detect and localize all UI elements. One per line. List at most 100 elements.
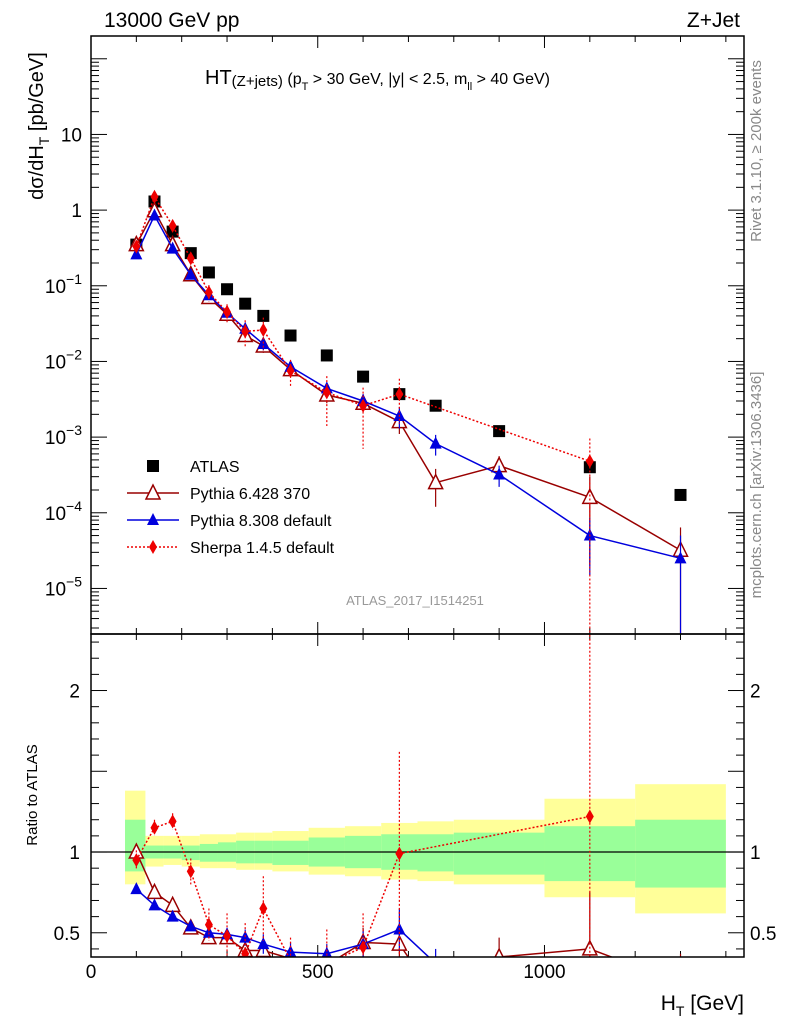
sherpa-1-4-5-default-ratio-point [168, 814, 177, 829]
atlas-point [320, 349, 333, 362]
ratio-tick-label: 1 [69, 843, 80, 864]
pythia-8-308-default-line [135, 213, 681, 560]
pythia-8-308-default-ratio-point [202, 925, 215, 938]
sherpa-1-4-5-default-point [322, 385, 331, 400]
atlas-point [221, 283, 234, 296]
sherpa-1-4-5-default-point [359, 398, 368, 413]
pythia-6-428-370-ratio-point [164, 895, 181, 913]
pythia-6-428-370-ratio-line [135, 851, 614, 957]
sherpa-1-4-5-default-ratio-point [259, 901, 268, 916]
ratio-tick-label-right: 0.5 [750, 924, 776, 945]
ratio-tick-label-right: 1 [750, 843, 761, 864]
ratio-panel-frame [90, 633, 745, 958]
sherpa-1-4-5-default-point [204, 285, 213, 300]
sherpa-1-4-5-default-point [132, 239, 141, 254]
sherpa-1-4-5-default-point [168, 218, 177, 233]
pythia-6-428-370-point [427, 472, 444, 490]
atlas-point [674, 488, 687, 501]
inner-band [417, 834, 454, 872]
pythia-8-308-default-ratio-point [184, 919, 197, 932]
y-tick-label: 10−3 [45, 422, 82, 449]
ratio-tick-label: 0.5 [54, 924, 80, 945]
x-tick-label: 1000 [523, 962, 565, 983]
pythia-6-428-370-ratio-point [146, 882, 163, 900]
pythia-8-308-default-ratio-point [148, 898, 161, 911]
legend-label-pythia-8-308-default: Pythia 8.308 default [190, 513, 332, 530]
pythia-8-308-default-ratio-line [135, 888, 430, 957]
legend-marker-pythia-8-308-default [147, 513, 159, 525]
sherpa-1-4-5-default-ratio-point [585, 809, 594, 824]
sherpa-1-4-5-default-point [241, 324, 250, 339]
pythia-6-428-370-ratio-point [494, 947, 504, 957]
sherpa-1-4-5-default-ratio-point [223, 929, 232, 944]
sherpa-1-4-5-default-point [585, 454, 594, 469]
pythia-8-308-default-ratio-point [257, 937, 270, 950]
atlas-point [284, 329, 297, 342]
ratio-tick-label: 2 [69, 682, 80, 703]
ratio-uncertainty-bands [125, 784, 726, 914]
sherpa-1-4-5-default-ratio-point [241, 946, 250, 957]
pythia-8-308-default-point [148, 208, 161, 221]
sherpa-1-4-5-default-point [150, 189, 159, 204]
sherpa-1-4-5-default-point [223, 305, 232, 320]
y-tick-label: 10−4 [45, 498, 82, 525]
y-tick-label: 1 [71, 201, 82, 222]
process-label: Z+Jet [687, 9, 740, 32]
y-tick-label: 10−5 [45, 573, 82, 600]
rivet-version-label: Rivet 3.1.10, ≥ 200k events [748, 60, 765, 242]
legend-label-pythia-6-428-370: Pythia 6.428 370 [190, 486, 310, 503]
sherpa-1-4-5-default-point [286, 363, 295, 378]
pythia-8-308-default-ratio-point [166, 909, 179, 922]
x-axis-label: HT [GeV] [661, 992, 744, 1019]
sherpa-1-4-5-default-point [259, 323, 268, 338]
inner-band [199, 843, 218, 862]
ratio-y-axis-label: Ratio to ATLAS [24, 744, 41, 845]
pythia-8-308-default-point [674, 551, 687, 564]
collision-label: 13000 GeV pp [104, 9, 239, 32]
legend: ATLAS Pythia 6.428 370 Pythia 8.308 defaul… [127, 459, 335, 557]
pythia-8-308-default-ratio-point [130, 882, 143, 895]
inner-band [635, 819, 726, 888]
pythia-6-428-370-line [135, 209, 681, 551]
legend-marker-pythia-6-428-370 [144, 483, 162, 500]
legend-marker-sherpa-1-4-5-default [149, 540, 157, 554]
plot-title: HT(Z+jets) (pT > 30 GeV, |y| < 2.5, mll … [205, 67, 550, 93]
atlas-point [239, 297, 252, 310]
sherpa-1-4-5-default-point [395, 387, 404, 402]
atlas-point [357, 370, 370, 383]
y-tick-label: 10 [61, 125, 82, 146]
sherpa-1-4-5-default-point [186, 251, 195, 266]
sherpa-1-4-5-default-ratio-point [186, 864, 195, 879]
analysis-id-label: ATLAS_2017_I1514251 [346, 593, 484, 608]
pythia-8-308-default-point [429, 436, 442, 449]
pythia-8-308-default-point [166, 241, 179, 254]
y-axis-label: dσ/dHT [pb/GeV] [26, 52, 52, 200]
pythia-8-308-default-point [493, 467, 506, 480]
legend-label-atlas: ATLAS [190, 459, 240, 476]
mcplots-source-label: mcplots.cern.ch [arXiv:1306.3436] [748, 372, 765, 599]
inner-band [453, 832, 545, 875]
ratio-tick-label-right: 2 [750, 682, 761, 703]
inner-band [544, 826, 636, 882]
legend-marker-atlas [147, 460, 159, 472]
x-tick-label: 0 [86, 962, 97, 983]
y-tick-label: 10−2 [45, 346, 82, 373]
inner-band [181, 845, 200, 861]
sherpa-1-4-5-default-ratio-point [132, 853, 141, 868]
legend-label-sherpa-1-4-5-default: Sherpa 1.4.5 default [190, 540, 335, 557]
pythia-8-308-default-ratio-point [321, 946, 332, 957]
main-panel-marks [128, 189, 689, 634]
main-panel-frame [90, 35, 745, 635]
pythia-8-308-default-point [184, 267, 197, 280]
x-tick-label: 500 [302, 962, 334, 983]
y-tick-label: 10−1 [45, 271, 82, 298]
sherpa-1-4-5-default-ratio-point [359, 940, 368, 955]
axes: 0 500 1000 10−5 10−4 10−3 10−2 10−1 1 10 0.5 0.5 1 1 2… [45, 35, 776, 983]
atlas-point [202, 266, 215, 279]
ratio-panel-marks [128, 634, 682, 957]
inner-band [272, 840, 309, 865]
sherpa-1-4-5-default-ratio-point [395, 846, 404, 861]
sherpa-1-4-5-default-ratio-point [204, 917, 213, 932]
sherpa-1-4-5-default-ratio-point [150, 820, 159, 835]
